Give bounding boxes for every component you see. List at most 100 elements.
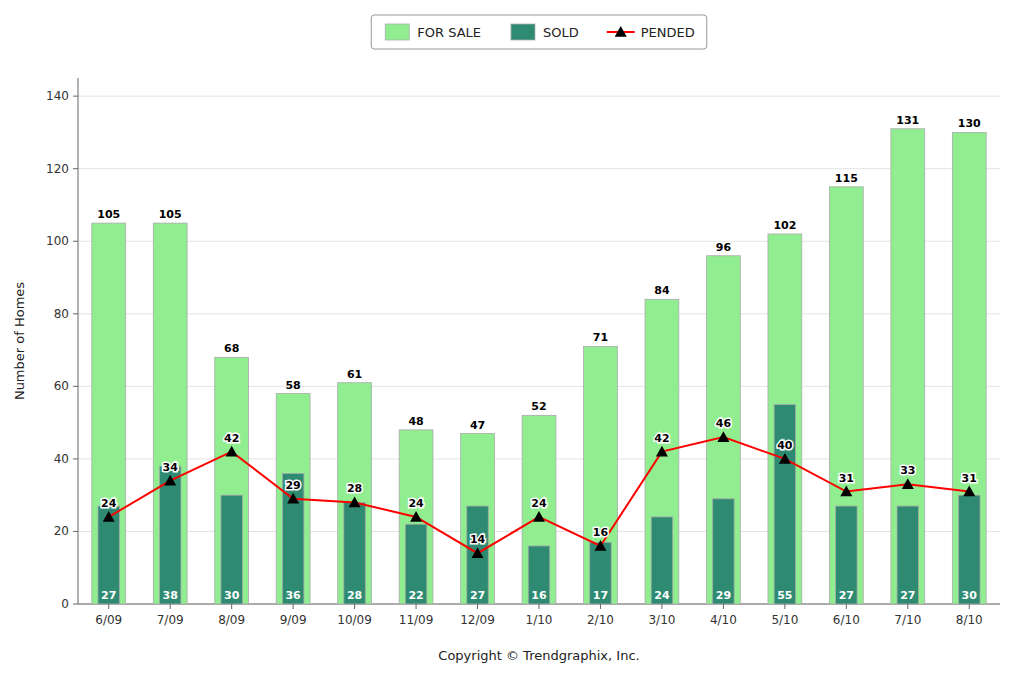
data-label: 24	[408, 497, 424, 510]
marker	[840, 486, 852, 497]
data-label: 96	[716, 241, 732, 254]
line	[109, 437, 970, 553]
data-label: 131	[896, 114, 919, 127]
data-label: 52	[531, 400, 546, 413]
data-label: 27	[839, 589, 854, 602]
data-label: 16	[531, 589, 547, 602]
bar	[467, 506, 489, 604]
marker	[103, 511, 115, 522]
x-tick	[477, 604, 478, 609]
plot-area	[92, 129, 986, 604]
x-tick	[416, 604, 417, 609]
bar	[92, 223, 126, 604]
data-label: 31	[962, 472, 977, 485]
data-label: 16	[593, 526, 609, 539]
bar	[891, 129, 925, 604]
data-label: 102	[773, 219, 796, 232]
x-tick	[108, 604, 109, 609]
data-label: 115	[835, 172, 858, 185]
data-label: 17	[593, 589, 608, 602]
data-label: 24	[654, 589, 670, 602]
bar	[461, 434, 495, 604]
data-label: 27	[101, 589, 116, 602]
x-tick	[846, 604, 847, 609]
y-tick	[73, 241, 78, 242]
data-label: 31	[839, 472, 854, 485]
x-tick	[231, 604, 232, 609]
y-tick	[73, 386, 78, 387]
x-tick-label: 1/10	[526, 613, 553, 627]
x-tick	[600, 604, 601, 609]
marker	[533, 511, 545, 522]
data-label: 34	[163, 461, 179, 474]
marker	[164, 475, 176, 486]
x-axis-label: Copyright © Trendgraphix, Inc.	[438, 648, 639, 663]
x-tick-label: 7/10	[894, 613, 921, 627]
bar	[528, 546, 550, 604]
y-tick	[73, 458, 78, 459]
y-tick	[73, 531, 78, 532]
bar	[706, 256, 740, 604]
legend-item: FOR SALE	[385, 24, 481, 40]
legend-label: PENDED	[641, 25, 695, 40]
data-label: 40	[777, 439, 793, 452]
data-label: 105	[97, 208, 120, 221]
legend-item: SOLD	[511, 24, 579, 40]
marker	[287, 493, 299, 504]
bar	[584, 346, 618, 604]
x-tick-label: 9/09	[280, 613, 307, 627]
y-tick	[73, 96, 78, 97]
data-label: 130	[958, 117, 981, 130]
x-tick-label: 2/10	[587, 613, 614, 627]
data-label: 71	[593, 331, 608, 344]
x-tick-label: 10/09	[337, 613, 372, 627]
marker	[594, 540, 606, 551]
bar	[836, 506, 858, 604]
y-axis: 020406080100120140	[46, 89, 1000, 611]
x-tick	[784, 604, 785, 609]
data-label: 42	[224, 432, 239, 445]
x-tick-label: 4/10	[710, 613, 737, 627]
x-tick	[170, 604, 171, 609]
y-tick-label: 40	[54, 452, 69, 466]
data-label: 28	[347, 482, 362, 495]
x-tick-label: 12/09	[460, 613, 495, 627]
data-label: 61	[347, 368, 362, 381]
data-label: 14	[470, 533, 486, 546]
x-tick-label: 5/10	[771, 613, 798, 627]
bar	[522, 415, 556, 604]
bar	[774, 404, 796, 604]
x-tick-label: 8/09	[218, 613, 245, 627]
x-tick	[354, 604, 355, 609]
bar	[590, 542, 612, 604]
data-label: 27	[470, 589, 485, 602]
data-label: 29	[285, 479, 300, 492]
x-tick	[907, 604, 908, 609]
data-label: 47	[470, 419, 485, 432]
bar	[221, 495, 243, 604]
y-tick-label: 140	[46, 89, 69, 103]
bar	[897, 506, 919, 604]
data-label: 22	[408, 589, 423, 602]
marker	[349, 496, 361, 507]
data-label: 27	[900, 589, 915, 602]
y-tick	[73, 604, 78, 605]
bar	[153, 223, 187, 604]
data-label: 29	[716, 589, 731, 602]
bar	[829, 187, 863, 604]
marker	[410, 511, 422, 522]
legend-frame	[371, 15, 706, 49]
marker	[963, 486, 975, 497]
data-label: 42	[654, 432, 669, 445]
bar	[98, 506, 120, 604]
bar	[645, 299, 679, 604]
bar	[159, 466, 181, 604]
x-axis: 6/097/098/099/0910/0911/0912/091/102/103…	[95, 604, 982, 627]
bar	[952, 132, 986, 604]
y-tick	[73, 168, 78, 169]
bar	[344, 502, 366, 604]
marker	[656, 446, 668, 457]
legend: FOR SALE SOLD PENDED	[371, 15, 706, 49]
data-label: 46	[716, 417, 732, 430]
bar	[713, 499, 735, 604]
